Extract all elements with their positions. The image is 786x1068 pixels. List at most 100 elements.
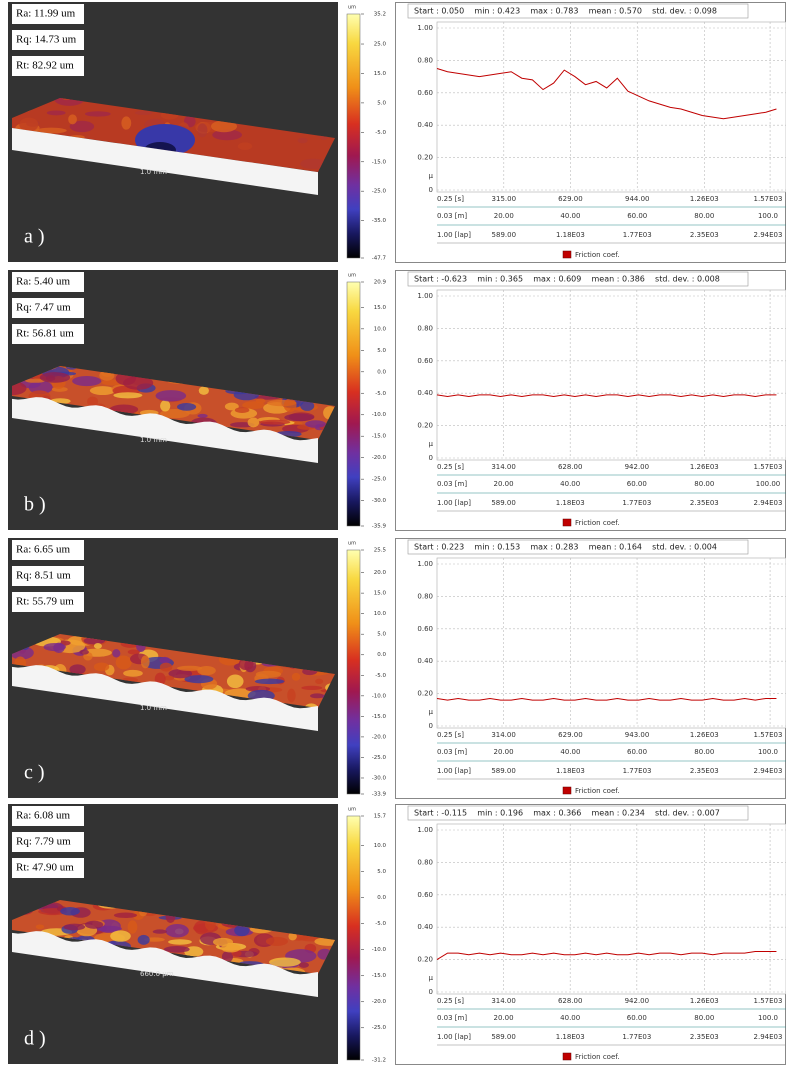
surface-patch: [160, 663, 173, 672]
colorbar-tick-label: 20.9: [374, 280, 387, 286]
distance-label: 40.00: [560, 1014, 580, 1022]
y-tick-label: 0.80: [417, 858, 433, 866]
x-tick-label: 1.57E03: [754, 731, 783, 739]
colorbar-tick-label: 0.0: [377, 369, 386, 375]
x-tick-label: 629.00: [558, 731, 583, 739]
colorbar-tick-label: -47.7: [372, 256, 387, 262]
plot-area: [437, 558, 786, 728]
surface-patch: [94, 663, 109, 672]
y-tick-label: 0.60: [417, 891, 433, 899]
surface-patch: [121, 116, 131, 129]
distance-label: 20.00: [494, 212, 514, 220]
panel-label: c ): [24, 762, 45, 784]
surface-patch: [112, 649, 120, 657]
y-tick-label: 0.80: [417, 592, 433, 600]
roughness-label: Rq: 14.73 um: [16, 34, 77, 46]
surface-patch: [114, 913, 137, 918]
legend-swatch: [563, 1053, 571, 1060]
figure: 1.0 mmRa: 11.99 umRq: 14.73 umRt: 82.92 …: [0, 0, 786, 1068]
surface-patch: [197, 123, 207, 137]
legend-label: Friction coef.: [575, 787, 619, 795]
y-tick-label: 0.20: [417, 690, 433, 698]
x-tick-label: 629.00: [558, 195, 583, 203]
colorbar-unit: um: [348, 541, 356, 547]
colorbar-tick-label: -33.9: [372, 792, 387, 798]
distance-label: 20.00: [494, 480, 514, 488]
surface-patch: [305, 420, 326, 428]
surface-patch: [153, 929, 167, 933]
surface-patch: [177, 403, 196, 411]
lap-label: 1.00 [lap]: [437, 231, 471, 239]
scale-label: 660.0 µm: [140, 970, 174, 978]
surface-patch: [238, 142, 252, 150]
scale-label: 1.0 mm: [140, 168, 167, 176]
y-tick-label: 0.80: [417, 56, 433, 64]
x-tick-label: 314.00: [491, 731, 516, 739]
x-tick-label: 314.00: [491, 463, 516, 471]
lap-label: 1.77E03: [622, 499, 651, 507]
colorbar-tick-label: -20.0: [372, 999, 387, 1005]
y-tick-label: 0.40: [417, 389, 433, 397]
x-tick-label: 315.00: [492, 195, 517, 203]
colorbar: [347, 14, 360, 258]
colorbar-tick-label: -35.0: [372, 218, 387, 224]
surface-patch: [197, 414, 207, 418]
x-tick-label: 944.00: [625, 195, 650, 203]
roughness-label: Ra: 6.65 um: [16, 544, 71, 556]
lap-label: 1.77E03: [623, 767, 652, 775]
y-tick-label: 0.20: [417, 422, 433, 430]
colorbar-tick-label: -20.0: [372, 734, 387, 740]
y-tick-label: 1.00: [417, 292, 433, 300]
x-tick-label: 942.00: [625, 463, 650, 471]
surface-patch: [128, 920, 138, 933]
colorbar-tick-label: -5.0: [375, 391, 386, 397]
chart-header: Start : 0.050 min : 0.423 max : 0.783 me…: [414, 7, 717, 16]
colorbar-unit: um: [348, 807, 356, 813]
lap-label: 589.00: [491, 767, 516, 775]
y-tick-label: 0.40: [417, 923, 433, 931]
surface-patch: [227, 674, 244, 688]
lap-label: 1.18E03: [556, 499, 585, 507]
colorbar-tick-label: -15.0: [372, 434, 387, 440]
colorbar-unit: um: [348, 5, 356, 11]
roughness-label: Rq: 8.51 um: [16, 570, 71, 582]
colorbar-tick-label: -35.9: [372, 524, 387, 530]
colorbar-tick-label: 10.0: [374, 326, 387, 332]
surface-patch: [221, 944, 241, 953]
surface-patch: [287, 689, 295, 703]
chart-header: Start : -0.115 min : 0.196 max : 0.366 m…: [414, 809, 720, 818]
distance-label: 100.0: [758, 748, 778, 756]
surface-patch: [256, 671, 281, 678]
x-tick-label: 942.00: [625, 997, 650, 1005]
roughness-label: Rt: 56.81 um: [16, 328, 74, 340]
distance-label: 80.00: [694, 480, 714, 488]
surface-patch: [19, 118, 38, 132]
distance-label: 20.00: [494, 748, 514, 756]
x-tick-label: 0.25 [s]: [437, 731, 464, 739]
panel-label: b ): [24, 494, 46, 516]
surface-patch: [138, 935, 150, 945]
page: 1.0 mmRa: 11.99 umRq: 14.73 umRt: 82.92 …: [0, 0, 786, 1068]
colorbar-tick-label: 20.0: [374, 570, 387, 576]
colorbar-tick-label: -25.0: [372, 477, 387, 483]
surface-patch: [68, 114, 77, 124]
legend-label: Friction coef.: [575, 519, 619, 527]
surface-patch: [299, 962, 309, 968]
surface-patch: [36, 924, 44, 929]
lap-label: 1.00 [lap]: [437, 767, 471, 775]
surface-patch: [40, 372, 70, 383]
lap-label: 589.00: [491, 499, 516, 507]
colorbar: [347, 550, 360, 794]
colorbar-tick-label: -10.0: [372, 947, 387, 953]
surface-patch: [168, 939, 192, 944]
surface-patch: [315, 679, 323, 684]
lap-label: 2.35E03: [690, 1033, 719, 1041]
surface-patch: [85, 111, 111, 116]
roughness-label: Ra: 11.99 um: [16, 8, 76, 20]
surface-patch: [79, 649, 89, 654]
y-axis-label: µ: [429, 172, 434, 180]
legend-swatch: [563, 787, 571, 794]
lap-label: 1.00 [lap]: [437, 499, 471, 507]
lap-label: 2.94E03: [754, 767, 783, 775]
surface-patch: [298, 138, 308, 144]
